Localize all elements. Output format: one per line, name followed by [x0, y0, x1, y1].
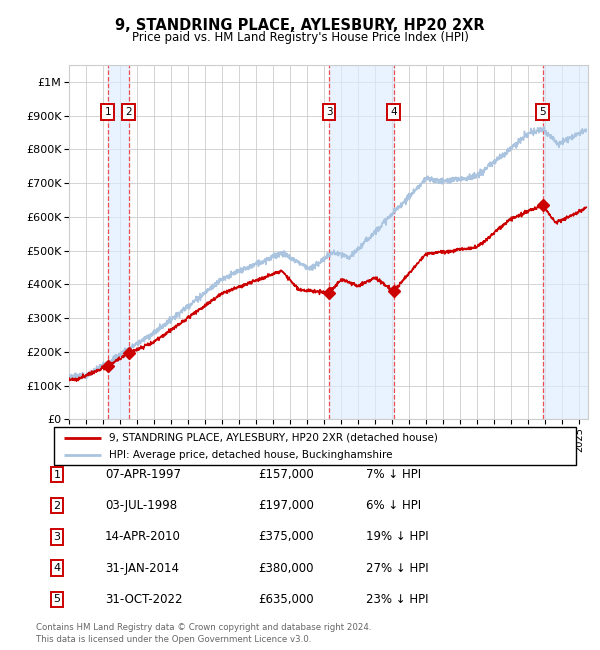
Text: 23% ↓ HPI: 23% ↓ HPI [366, 593, 428, 606]
Text: 2: 2 [53, 500, 61, 511]
Text: Price paid vs. HM Land Registry's House Price Index (HPI): Price paid vs. HM Land Registry's House … [131, 31, 469, 44]
Text: 1: 1 [104, 107, 111, 117]
Text: HPI: Average price, detached house, Buckinghamshire: HPI: Average price, detached house, Buck… [109, 450, 392, 460]
Text: £375,000: £375,000 [258, 530, 314, 543]
Text: 9, STANDRING PLACE, AYLESBURY, HP20 2XR: 9, STANDRING PLACE, AYLESBURY, HP20 2XR [115, 18, 485, 33]
Text: 1: 1 [53, 469, 61, 480]
Text: 4: 4 [53, 563, 61, 573]
Text: 4: 4 [391, 107, 397, 117]
Text: £157,000: £157,000 [258, 468, 314, 481]
FancyBboxPatch shape [54, 427, 576, 465]
Bar [542, 65, 588, 419]
Text: 31-OCT-2022: 31-OCT-2022 [105, 593, 182, 606]
Bar [329, 65, 394, 419]
Bar [107, 65, 128, 419]
Text: 3: 3 [53, 532, 61, 542]
Text: 14-APR-2010: 14-APR-2010 [105, 530, 181, 543]
Text: 7% ↓ HPI: 7% ↓ HPI [366, 468, 421, 481]
Text: 31-JAN-2014: 31-JAN-2014 [105, 562, 179, 575]
Text: 5: 5 [53, 594, 61, 604]
Text: £197,000: £197,000 [258, 499, 314, 512]
Text: This data is licensed under the Open Government Licence v3.0.: This data is licensed under the Open Gov… [36, 634, 311, 644]
Text: £380,000: £380,000 [258, 562, 314, 575]
Text: 6% ↓ HPI: 6% ↓ HPI [366, 499, 421, 512]
Text: 27% ↓ HPI: 27% ↓ HPI [366, 562, 428, 575]
Text: 03-JUL-1998: 03-JUL-1998 [105, 499, 177, 512]
Text: 9, STANDRING PLACE, AYLESBURY, HP20 2XR (detached house): 9, STANDRING PLACE, AYLESBURY, HP20 2XR … [109, 433, 437, 443]
Text: 5: 5 [539, 107, 546, 117]
Text: Contains HM Land Registry data © Crown copyright and database right 2024.: Contains HM Land Registry data © Crown c… [36, 623, 371, 632]
Text: 2: 2 [125, 107, 132, 117]
Text: £635,000: £635,000 [258, 593, 314, 606]
Text: 19% ↓ HPI: 19% ↓ HPI [366, 530, 428, 543]
Text: 3: 3 [326, 107, 332, 117]
Text: 07-APR-1997: 07-APR-1997 [105, 468, 181, 481]
